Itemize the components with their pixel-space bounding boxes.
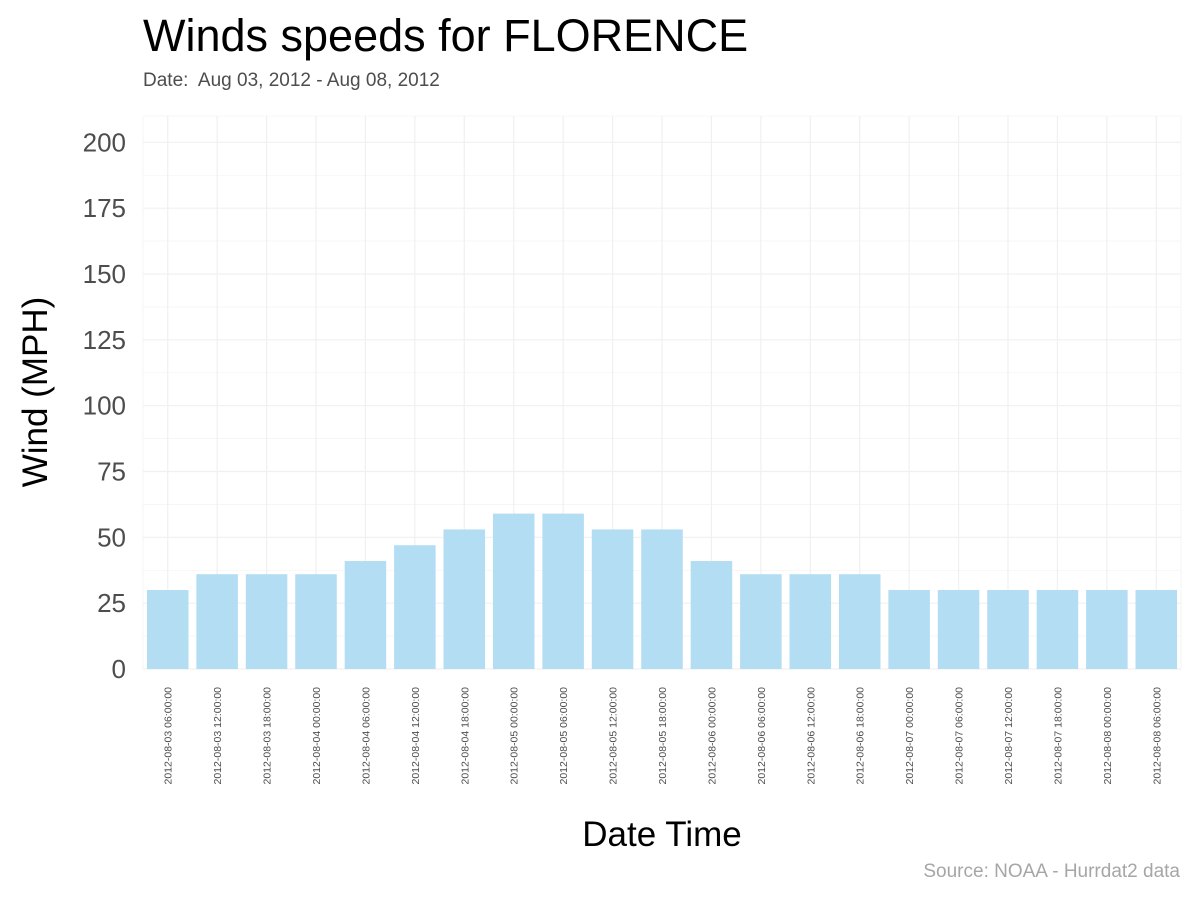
x-tick-label: 2012-08-06 00:00:00 xyxy=(706,687,718,785)
x-tick-labels: 2012-08-03 06:00:00 2012-08-03 12:00:00 20… xyxy=(163,687,1164,785)
y-tick-label: 25 xyxy=(97,588,126,618)
x-tick-label: 2012-08-08 06:00:00 xyxy=(1151,687,1163,785)
y-tick-label: 50 xyxy=(97,522,126,552)
x-tick-label: 2012-08-06 18:00:00 xyxy=(855,687,867,785)
bar-20120805120000 xyxy=(591,529,634,669)
x-tick-label: 2012-08-03 06:00:00 xyxy=(163,687,175,785)
x-tick-label: 2012-08-07 06:00:00 xyxy=(954,687,966,785)
bar-20120803120000 xyxy=(196,574,238,669)
bar-20120803180000 xyxy=(245,574,288,669)
x-tick-label: 2012-08-05 18:00:00 xyxy=(657,687,669,785)
y-axis-title: Wind (MPH) xyxy=(16,297,55,488)
y-tick-label: 200 xyxy=(83,127,126,157)
bar-20120806120000 xyxy=(789,574,832,669)
y-tick-label: 125 xyxy=(83,325,126,355)
chart-caption: Source: NOAA - Hurrdat2 data xyxy=(923,861,1180,882)
bar-20120803060000 xyxy=(146,590,189,669)
bar-20120808000000 xyxy=(1086,590,1128,669)
bar-20120807180000 xyxy=(1036,590,1079,669)
bar-20120806060000 xyxy=(740,574,782,669)
x-tick-label: 2012-08-05 00:00:00 xyxy=(509,687,521,785)
bar-20120808060000 xyxy=(1135,590,1178,669)
x-tick-label: 2012-08-06 12:00:00 xyxy=(805,687,817,785)
bar-20120807000000 xyxy=(888,590,930,669)
bar-20120805180000 xyxy=(641,529,683,669)
bar-20120807060000 xyxy=(937,590,980,669)
bar-20120806000000 xyxy=(690,561,733,669)
chart-subtitle: Date: Aug 03, 2012 - Aug 08, 2012 xyxy=(143,70,440,91)
x-tick-label: 2012-08-03 12:00:00 xyxy=(212,687,224,785)
y-tick-labels: 0 25 50 75 100 125 150 175 200 xyxy=(83,127,126,684)
x-tick-label: 2012-08-03 18:00:00 xyxy=(262,687,274,785)
x-tick-label: 2012-08-07 12:00:00 xyxy=(1003,687,1015,785)
x-tick-label: 2012-08-05 12:00:00 xyxy=(608,687,620,785)
bars-layer xyxy=(146,513,1178,669)
x-tick-label: 2012-08-04 06:00:00 xyxy=(360,687,372,785)
x-tick-label: 2012-08-04 18:00:00 xyxy=(459,687,471,785)
y-tick-label: 100 xyxy=(83,391,126,421)
bar-20120804060000 xyxy=(344,561,387,669)
x-tick-label: 2012-08-08 00:00:00 xyxy=(1102,687,1114,785)
x-tick-label: 2012-08-07 00:00:00 xyxy=(904,687,916,785)
y-tick-label: 175 xyxy=(83,193,126,223)
bar-20120804000000 xyxy=(295,574,337,669)
x-tick-label: 2012-08-04 12:00:00 xyxy=(410,687,422,785)
x-tick-label: 2012-08-05 06:00:00 xyxy=(558,687,570,785)
bar-20120805000000 xyxy=(492,513,535,669)
x-tick-label: 2012-08-07 18:00:00 xyxy=(1052,687,1064,785)
bar-20120804120000 xyxy=(394,545,436,669)
bar-20120806180000 xyxy=(838,574,881,669)
x-tick-label: 2012-08-04 00:00:00 xyxy=(311,687,323,785)
y-tick-label: 0 xyxy=(112,654,126,684)
bar-20120804180000 xyxy=(443,529,486,669)
x-tick-label: 2012-08-06 06:00:00 xyxy=(756,687,768,785)
chart-title: Winds speeds for FLORENCE xyxy=(143,10,749,61)
bar-20120807120000 xyxy=(987,590,1029,669)
x-axis-title: Date Time xyxy=(582,815,742,854)
y-tick-label: 150 xyxy=(83,259,126,289)
bar-20120805060000 xyxy=(542,513,584,669)
y-tick-label: 75 xyxy=(97,457,126,487)
